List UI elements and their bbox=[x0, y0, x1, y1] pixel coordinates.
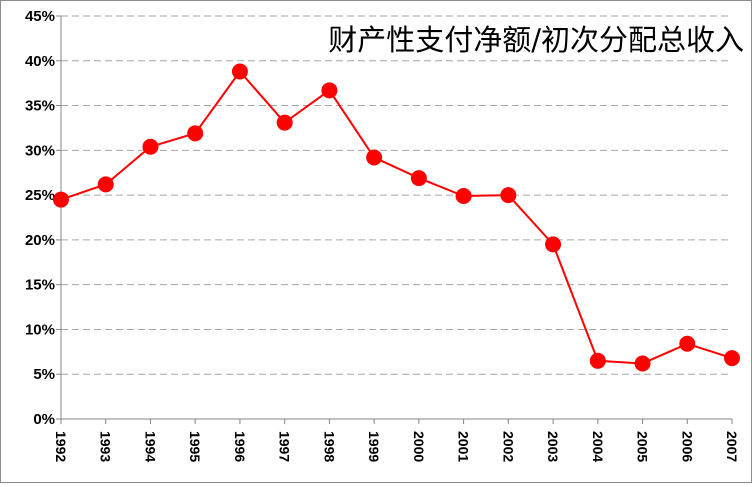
x-tick-label: 1998 bbox=[321, 431, 337, 462]
data-point bbox=[366, 149, 383, 166]
data-point bbox=[276, 114, 293, 131]
data-point bbox=[321, 82, 338, 99]
data-point bbox=[187, 125, 204, 142]
data-point bbox=[679, 335, 696, 352]
data-point bbox=[455, 188, 472, 205]
y-tick-label: 10% bbox=[25, 321, 55, 338]
data-point bbox=[724, 350, 740, 367]
y-tick-labels: 0% 5% 10% 15% 20% 25% 30% 35% 40% 45% bbox=[25, 8, 55, 428]
x-tick-label: 2000 bbox=[411, 431, 427, 462]
x-tick-label: 2004 bbox=[590, 431, 606, 462]
x-tick-label: 2003 bbox=[545, 431, 561, 462]
x-tick-label: 2007 bbox=[724, 431, 740, 462]
data-point bbox=[410, 170, 427, 187]
chart-title: 财产性支付净额/初次分配总收入 bbox=[328, 23, 744, 57]
data-point bbox=[142, 138, 159, 155]
y-tick-label: 0% bbox=[33, 411, 55, 428]
x-tick-label: 1997 bbox=[277, 431, 293, 462]
data-point bbox=[97, 176, 114, 193]
data-point bbox=[634, 355, 651, 372]
y-tick-label: 20% bbox=[25, 232, 55, 249]
x-tick-label: 1996 bbox=[232, 431, 248, 462]
x-tick-label: 1992 bbox=[53, 431, 69, 462]
y-tick-label: 40% bbox=[25, 53, 55, 70]
x-tick-label: 2005 bbox=[635, 431, 651, 462]
data-point bbox=[500, 187, 517, 204]
x-tick-label: 1999 bbox=[366, 431, 382, 462]
x-tick-label: 2002 bbox=[500, 431, 516, 462]
y-tick-label: 5% bbox=[33, 366, 55, 383]
y-tick-label: 45% bbox=[25, 8, 55, 25]
y-tick-label: 35% bbox=[25, 98, 55, 115]
data-point bbox=[589, 352, 606, 369]
y-tick-label: 15% bbox=[25, 277, 55, 294]
x-tick-label: 1994 bbox=[142, 431, 158, 462]
y-tick-label: 25% bbox=[25, 187, 55, 204]
series-line bbox=[60, 69, 733, 365]
y-tick-label: 30% bbox=[25, 142, 55, 159]
data-point bbox=[53, 191, 69, 208]
data-point bbox=[231, 63, 248, 80]
x-tick-label: 1993 bbox=[98, 431, 114, 462]
x-tick-label: 1995 bbox=[187, 431, 203, 462]
x-tick-label: 2001 bbox=[456, 431, 472, 462]
series bbox=[53, 63, 740, 372]
x-tick-label: 2006 bbox=[679, 431, 695, 462]
gridlines bbox=[61, 15, 732, 375]
data-point bbox=[545, 236, 562, 253]
x-tick-labels: 1992 1993 1994 1995 1996 1997 1998 1999 2000 2001… bbox=[53, 431, 740, 462]
